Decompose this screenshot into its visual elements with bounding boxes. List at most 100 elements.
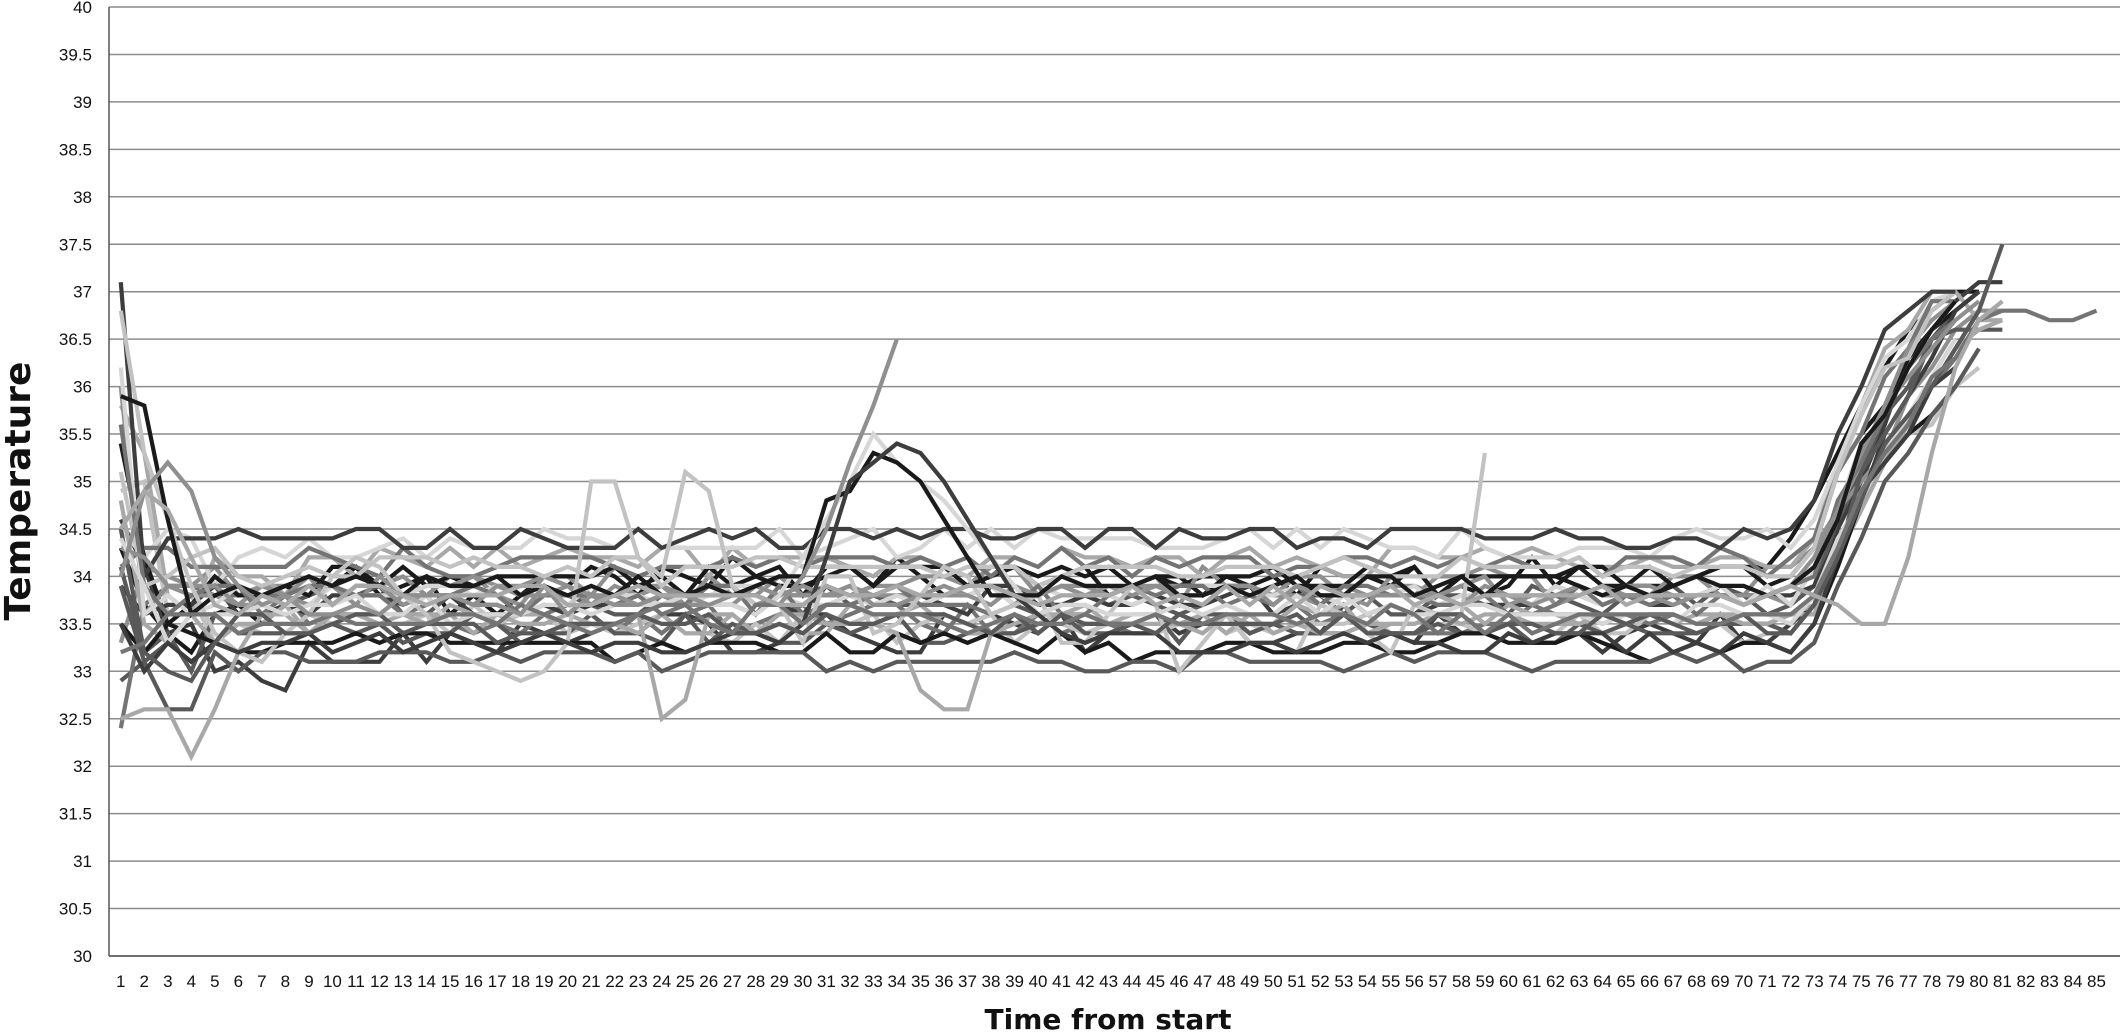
y-tick-label: 31 xyxy=(73,852,92,871)
x-tick-label: 3 xyxy=(163,972,172,991)
x-tick-label: 63 xyxy=(1570,972,1589,991)
x-tick-label: 34 xyxy=(887,972,906,991)
x-tick-label: 41 xyxy=(1052,972,1071,991)
x-tick-label: 81 xyxy=(1993,972,2012,991)
series-line xyxy=(118,282,1956,578)
y-tick-label: 32 xyxy=(73,757,92,776)
x-tick-label: 28 xyxy=(746,972,765,991)
series-line xyxy=(118,365,1957,676)
y-tick-label: 36.5 xyxy=(59,330,92,349)
x-tick-label: 10 xyxy=(323,972,342,991)
x-tick-label: 57 xyxy=(1428,972,1447,991)
x-tick-label: 49 xyxy=(1240,972,1259,991)
y-tick-label: 37 xyxy=(73,283,92,302)
x-tick-label: 69 xyxy=(1711,972,1730,991)
y-tick-label: 38.5 xyxy=(59,140,92,159)
y-tick-label: 30.5 xyxy=(59,900,92,919)
x-tick-label: 51 xyxy=(1287,972,1306,991)
y-tick-label: 39.5 xyxy=(59,45,92,64)
x-tick-label: 80 xyxy=(1969,972,1988,991)
x-tick-label: 35 xyxy=(911,972,930,991)
x-tick-label: 24 xyxy=(652,972,671,991)
y-tick-label: 37.5 xyxy=(59,235,92,254)
x-tick-label: 55 xyxy=(1381,972,1400,991)
x-tick-label: 64 xyxy=(1593,972,1612,991)
x-tick-label: 16 xyxy=(464,972,483,991)
x-tick-label: 36 xyxy=(935,972,954,991)
x-tick-label: 79 xyxy=(1946,972,1965,991)
series-line xyxy=(118,347,1981,712)
x-tick-label: 65 xyxy=(1617,972,1636,991)
x-tick-label: 26 xyxy=(699,972,718,991)
x-tick-label: 32 xyxy=(840,972,859,991)
series-line xyxy=(120,308,2098,655)
x-tick-label: 30 xyxy=(793,972,812,991)
y-tick-label: 38 xyxy=(73,188,92,207)
series-line xyxy=(118,243,2005,684)
x-tick-label: 6 xyxy=(234,972,243,991)
x-tick-label: 11 xyxy=(347,972,365,991)
x-tick-label: 21 xyxy=(582,972,601,991)
x-tick-label: 13 xyxy=(394,972,413,991)
x-tick-label: 17 xyxy=(488,972,507,991)
x-tick-label: 56 xyxy=(1405,972,1424,991)
x-tick-label: 85 xyxy=(2087,972,2106,991)
y-tick-label: 33 xyxy=(73,662,92,681)
x-axis-title: Time from start xyxy=(985,1003,1232,1033)
x-tick-label: 47 xyxy=(1193,972,1212,991)
x-tick-label: 15 xyxy=(441,972,460,991)
x-tick-label: 22 xyxy=(605,972,624,991)
x-tick-label: 50 xyxy=(1264,972,1283,991)
x-tick-label: 5 xyxy=(210,972,219,991)
x-tick-label: 20 xyxy=(558,972,577,991)
y-tick-label: 33.5 xyxy=(59,615,92,634)
x-tick-label: 4 xyxy=(187,972,196,991)
x-axis-tick-labels: 1 2 3 4 5 6 7 8 9 10 11 12 13 14 15 16 17 18 19 20 21 22 23 24 2… xyxy=(116,972,2106,991)
x-tick-label: 27 xyxy=(723,972,742,991)
x-tick-label: 25 xyxy=(676,972,695,991)
x-tick-label: 53 xyxy=(1334,972,1353,991)
x-tick-label: 48 xyxy=(1217,972,1236,991)
x-tick-label: 75 xyxy=(1852,972,1871,991)
y-tick-label: 35 xyxy=(73,473,92,492)
series-line xyxy=(118,280,2003,693)
series-line xyxy=(119,299,1956,580)
x-tick-label: 31 xyxy=(817,972,836,991)
x-tick-label: 45 xyxy=(1146,972,1165,991)
x-tick-label: 72 xyxy=(1781,972,1800,991)
x-tick-label: 18 xyxy=(511,972,530,991)
x-tick-label: 29 xyxy=(770,972,789,991)
x-tick-label: 73 xyxy=(1805,972,1824,991)
x-tick-label: 14 xyxy=(417,972,436,991)
x-tick-label: 39 xyxy=(1005,972,1024,991)
x-tick-label: 12 xyxy=(370,972,389,991)
x-tick-label: 59 xyxy=(1475,972,1494,991)
x-tick-label: 9 xyxy=(304,972,313,991)
y-axis-title: Temperature xyxy=(0,362,39,621)
x-tick-label: 66 xyxy=(1640,972,1659,991)
x-tick-label: 71 xyxy=(1758,972,1777,991)
y-tick-label: 30 xyxy=(73,947,92,966)
x-tick-label: 54 xyxy=(1358,972,1377,991)
x-tick-label: 68 xyxy=(1687,972,1706,991)
x-tick-label: 77 xyxy=(1899,972,1918,991)
x-tick-label: 62 xyxy=(1546,972,1565,991)
series-lines xyxy=(118,243,2098,762)
x-tick-label: 61 xyxy=(1523,972,1542,991)
x-tick-label: 2 xyxy=(140,972,149,991)
x-tick-label: 82 xyxy=(2016,972,2035,991)
x-tick-label: 78 xyxy=(1922,972,1941,991)
x-tick-label: 19 xyxy=(535,972,554,991)
y-tick-label: 34 xyxy=(73,567,92,586)
x-tick-label: 44 xyxy=(1123,972,1142,991)
x-tick-label: 60 xyxy=(1499,972,1518,991)
x-tick-label: 76 xyxy=(1875,972,1894,991)
x-tick-label: 33 xyxy=(864,972,883,991)
series-line xyxy=(119,299,2004,627)
y-tick-label: 36 xyxy=(73,378,92,397)
y-tick-label: 35.5 xyxy=(59,425,92,444)
x-tick-label: 70 xyxy=(1734,972,1753,991)
x-tick-label: 38 xyxy=(982,972,1001,991)
gridlines xyxy=(109,6,2120,957)
